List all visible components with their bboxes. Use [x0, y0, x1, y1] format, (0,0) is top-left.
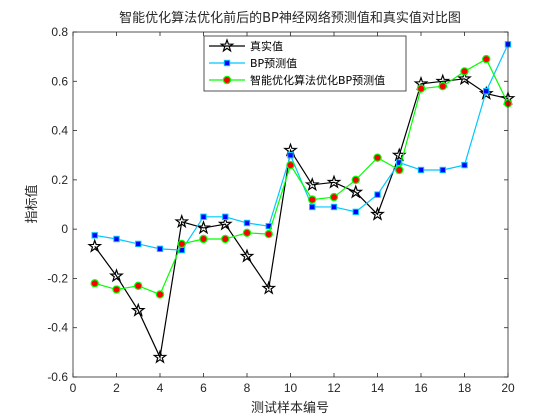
- star-marker: [87, 238, 103, 253]
- x-tick-label: 12: [327, 381, 341, 395]
- circle-marker: [90, 279, 99, 288]
- circle-marker: [482, 54, 491, 64]
- circle-marker: [308, 195, 317, 204]
- circle-marker: [351, 175, 360, 185]
- x-tick-label: 0: [70, 381, 77, 395]
- circle-marker: [177, 239, 186, 249]
- x-axis-label: 测试样本编号: [251, 401, 329, 416]
- chart-title: 智能优化算法优化前后的BP神经网络预测值和真实值对比图: [119, 10, 461, 26]
- star-marker: [219, 38, 235, 53]
- x-tick-label: 14: [371, 381, 385, 395]
- circle-marker: [112, 285, 121, 294]
- x-tick-label: 2: [113, 381, 120, 395]
- circle-marker: [438, 82, 447, 91]
- y-tick-label: 0.6: [51, 74, 68, 88]
- square-marker: [483, 87, 490, 95]
- x-tick-label: 4: [157, 381, 164, 395]
- circle-marker: [134, 281, 143, 291]
- star-marker: [261, 280, 277, 295]
- square-marker: [243, 219, 251, 227]
- star-marker: [348, 184, 364, 199]
- square-marker: [135, 240, 142, 248]
- legend-label: 智能优化算法优化BP预测值: [250, 73, 385, 87]
- circle-marker: [155, 290, 165, 299]
- square-marker: [223, 59, 231, 67]
- star-marker: [304, 176, 320, 192]
- y-tick-label: 0.4: [51, 124, 68, 138]
- circle-marker: [242, 228, 252, 238]
- star-marker: [130, 302, 146, 317]
- circle-marker: [199, 234, 208, 244]
- star-marker: [217, 216, 233, 231]
- star-marker: [239, 248, 255, 263]
- circle-marker: [460, 67, 469, 76]
- star-marker: [152, 349, 168, 364]
- square-marker: [439, 166, 446, 174]
- y-tick-label: 0.2: [51, 173, 68, 187]
- series-1: [87, 70, 516, 364]
- circle-marker: [373, 153, 382, 162]
- circle-marker: [222, 75, 232, 85]
- series-line: [94, 44, 509, 251]
- star-marker: [478, 85, 494, 100]
- x-tick-label: 8: [244, 381, 251, 395]
- x-tick-label: 16: [414, 381, 428, 395]
- square-marker: [287, 152, 294, 159]
- square-marker: [461, 161, 468, 169]
- y-axis-label: 指标值: [24, 184, 40, 223]
- x-tick-label: 20: [501, 381, 515, 395]
- legend-item: 智能优化算法优化BP预测值: [209, 73, 385, 87]
- circle-marker: [416, 84, 426, 93]
- y-tick-label: -0.2: [47, 271, 68, 285]
- legend-label: BP预测值: [250, 57, 297, 70]
- square-marker: [396, 159, 403, 166]
- square-marker: [352, 208, 359, 216]
- star-marker: [326, 174, 342, 189]
- square-marker: [222, 213, 229, 221]
- star-marker: [370, 206, 385, 221]
- axes-layer: 0 2 4 6 8 10 12 14 16 18 20 -0.6 -0.4 -0.2 0 0.2 0.4 0.6 0…: [47, 25, 515, 395]
- square-marker: [417, 166, 425, 174]
- x-tick-label: 10: [284, 381, 298, 395]
- y-tick-label: -0.4: [47, 321, 68, 335]
- circle-marker: [221, 234, 230, 244]
- legend-item: 真实值: [209, 38, 283, 53]
- circle-marker: [264, 229, 273, 239]
- star-marker: [174, 213, 190, 229]
- square-marker: [156, 245, 164, 253]
- square-marker: [200, 213, 207, 221]
- legend-item: BP预测值: [209, 57, 297, 70]
- circle-marker: [395, 165, 404, 175]
- star-marker: [109, 268, 124, 283]
- square-marker: [374, 191, 381, 198]
- circle-marker: [286, 160, 295, 170]
- y-tick-label: 0.8: [51, 25, 68, 39]
- x-tick-label: 6: [200, 381, 207, 395]
- star-marker: [457, 70, 472, 86]
- square-marker: [91, 232, 98, 239]
- square-marker: [309, 203, 316, 211]
- square-marker: [330, 203, 338, 211]
- square-marker: [113, 235, 120, 243]
- legend-label: 真实值: [250, 39, 283, 53]
- y-tick-label: 0: [61, 222, 68, 236]
- y-tick-label: -0.6: [47, 370, 68, 384]
- star-marker: [196, 220, 211, 235]
- circle-marker: [329, 192, 339, 202]
- x-tick-label: 18: [458, 381, 472, 395]
